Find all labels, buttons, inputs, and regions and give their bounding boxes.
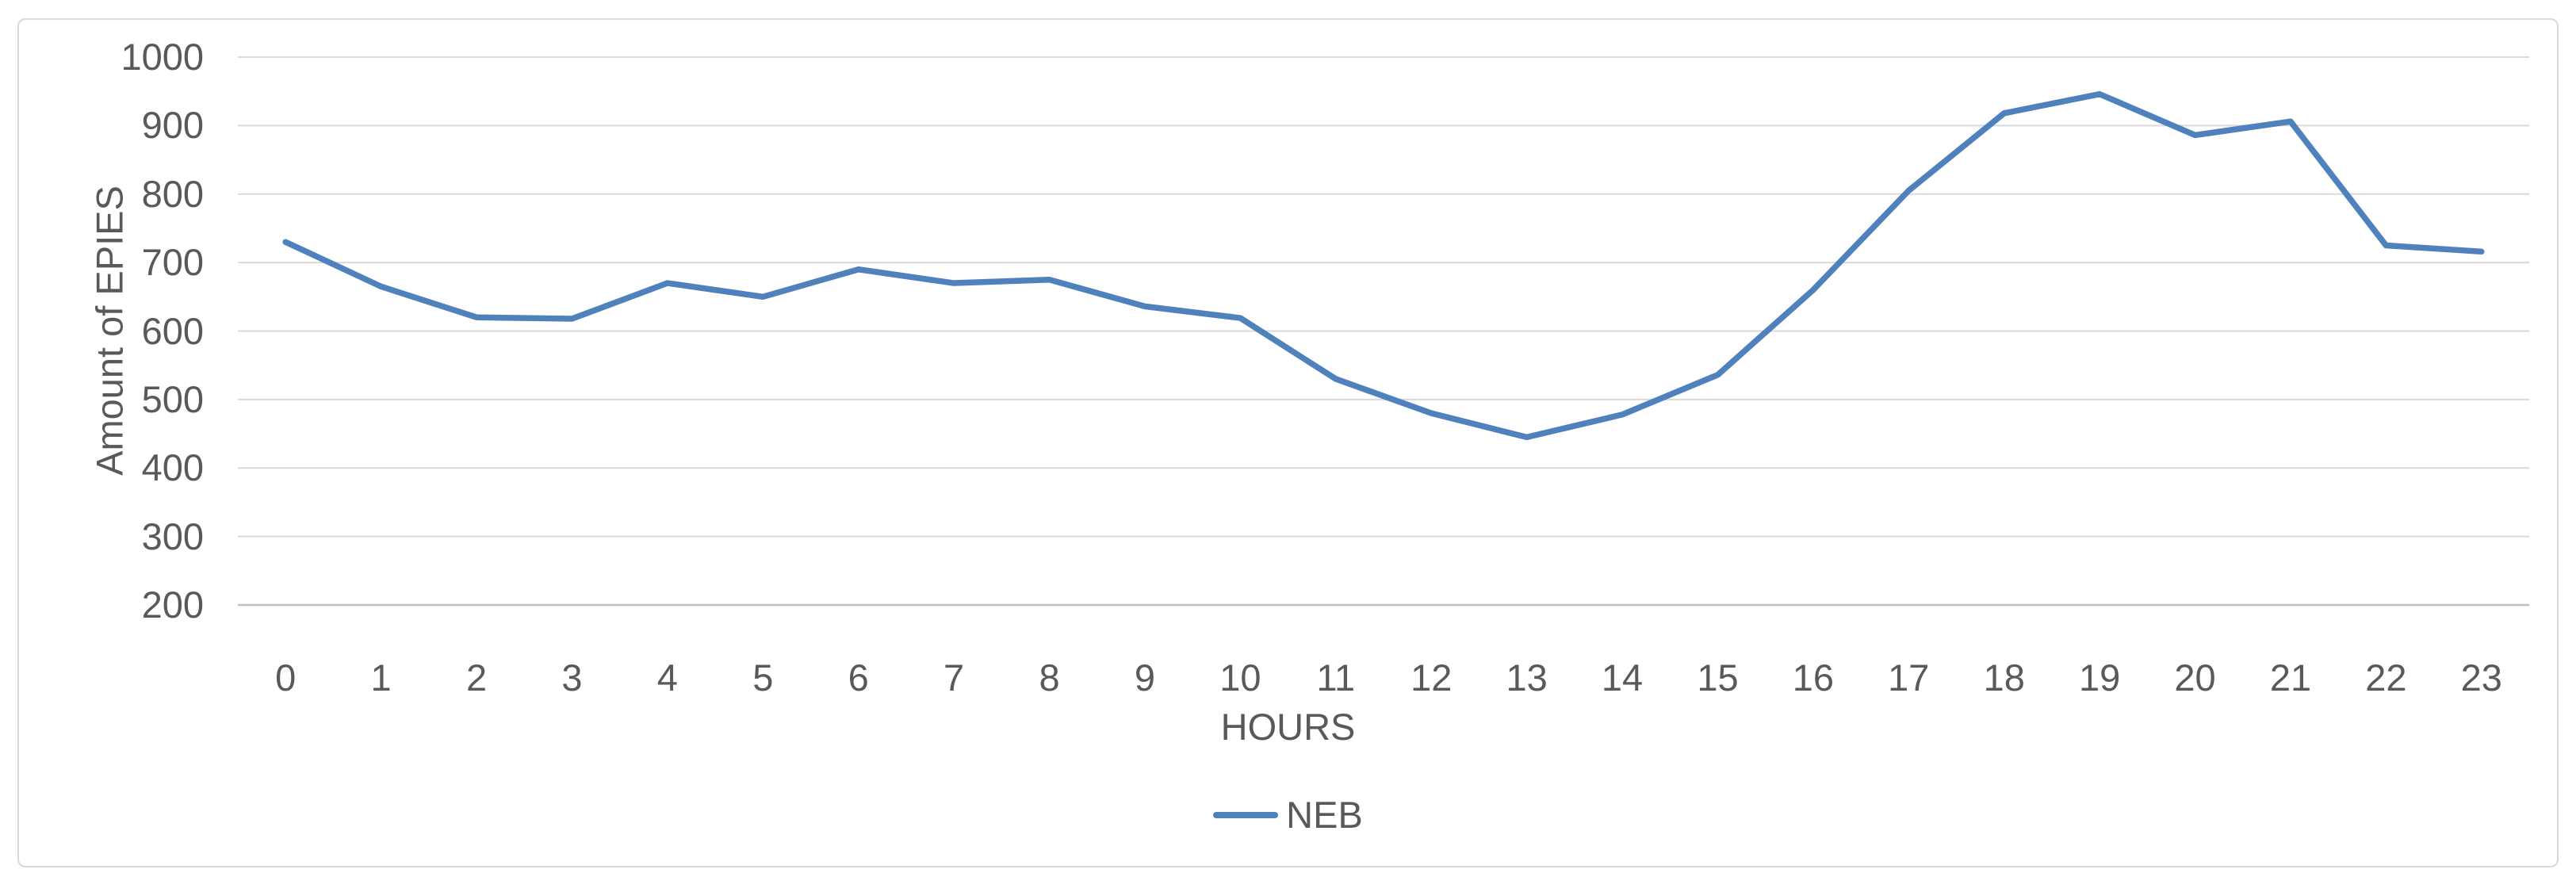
x-tick-label: 17 [1888, 657, 1930, 699]
x-tick-label: 11 [1316, 657, 1356, 699]
x-tick-label: 20 [2174, 657, 2216, 699]
y-tick-label: 200 [141, 584, 204, 626]
chart-frame [17, 18, 2559, 867]
x-tick-label: 15 [1697, 657, 1739, 699]
x-tick-label: 12 [1410, 657, 1453, 699]
legend-line-swatch [1213, 812, 1279, 818]
x-tick-label: 13 [1506, 657, 1548, 699]
x-tick-label: 9 [1134, 657, 1156, 699]
x-tick-label: 6 [848, 657, 869, 699]
x-tick-label: 19 [2078, 657, 2121, 699]
y-tick-label: 400 [141, 446, 204, 489]
x-axis-title: HOURS [1220, 706, 1356, 748]
x-tick-label: 7 [944, 657, 965, 699]
x-tick-label: 8 [1039, 657, 1060, 699]
x-tick-label: 0 [275, 657, 297, 699]
y-tick-label: 300 [141, 515, 204, 557]
x-tick-label: 2 [465, 657, 488, 699]
y-tick-label: 500 [141, 377, 204, 420]
legend-series-label: NEB [1286, 794, 1363, 836]
x-tick-label: 14 [1601, 657, 1644, 699]
x-tick-label: 22 [2365, 657, 2407, 699]
x-tick-label: 10 [1219, 657, 1261, 699]
x-tick-label: 18 [1983, 657, 2025, 699]
y-tick-label: 700 [141, 241, 204, 284]
y-tick-label: 600 [141, 309, 204, 352]
y-tick-label: 1000 [121, 36, 204, 78]
x-tick-label: 16 [1792, 657, 1835, 699]
x-tick-label: 5 [752, 657, 774, 699]
x-tick-label: 4 [656, 657, 678, 699]
x-tick-label: 23 [2460, 657, 2502, 699]
x-tick-label: 3 [561, 657, 583, 699]
series-line-neb [282, 90, 2485, 441]
x-tick-label: 1 [370, 657, 392, 699]
y-tick-label: 800 [141, 172, 204, 215]
legend: NEB [0, 793, 2576, 837]
y-tick-label: 900 [141, 104, 204, 147]
x-tick-label: 21 [2269, 657, 2312, 699]
